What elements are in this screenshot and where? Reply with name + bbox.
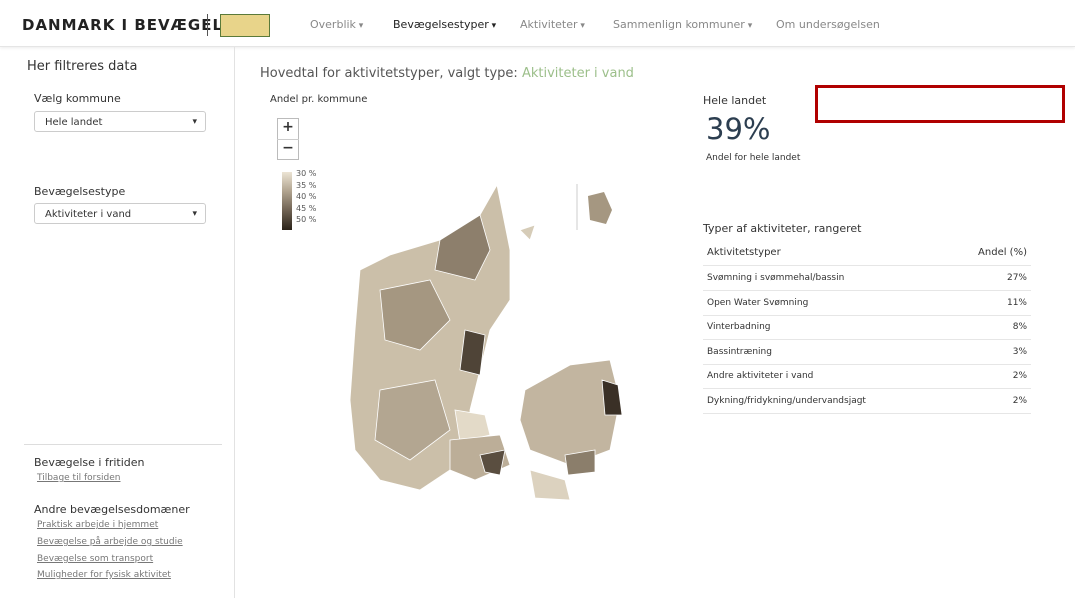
menu-item[interactable]: Om undersøgelsen: [776, 18, 880, 31]
table-row: Open Water Svømning 11%: [703, 291, 1031, 316]
cell: Dykning/fridykning/undervandsjagt: [707, 396, 866, 406]
table-title: Typer af aktiviteter, rangeret: [703, 222, 862, 235]
kpi-caption: Andel for hele landet: [706, 153, 801, 163]
cell: Bassintræning: [707, 346, 772, 357]
region: [564, 449, 596, 476]
divider: [207, 14, 208, 36]
cell: Open Water Svømning: [707, 297, 809, 308]
sidebar-title: Her filtreres data: [27, 59, 138, 74]
table-header: Aktivitetstyper Andel (%): [703, 241, 1031, 266]
region: [434, 214, 491, 281]
header-cell: Andel (%): [978, 247, 1027, 258]
map-title: Andel pr. kommune: [270, 94, 368, 105]
menu-item[interactable]: Aktiviteter: [520, 18, 585, 31]
cell: 2%: [1012, 396, 1027, 406]
region: [519, 224, 536, 241]
cell: 2%: [1012, 371, 1027, 382]
divider: [24, 444, 222, 445]
region: [379, 279, 451, 351]
region: [454, 409, 491, 443]
cell: 27%: [1006, 273, 1027, 283]
legend: 30 % 35 % 40 % 45 % 50 %: [296, 168, 316, 226]
brand[interactable]: DANMARK I BEVÆGELSE: [22, 16, 247, 34]
zoom-out[interactable]: −: [277, 139, 299, 156]
logo: [220, 14, 270, 37]
filter-label: Bevægelsestype: [34, 185, 126, 198]
section-heading: Bevægelse i fritiden: [34, 456, 145, 469]
legend-label: 35 %: [296, 180, 317, 190]
zoom-in[interactable]: +: [282, 119, 294, 135]
legend-label: 45 %: [296, 203, 317, 213]
table-row: Vinterbadning 8%: [703, 315, 1031, 341]
table-row: Bassintræning 3%: [703, 340, 1031, 365]
cell: 8%: [1012, 322, 1027, 333]
select[interactable]: Hele landet: [34, 111, 206, 133]
table-row: Svømning i svømmehal/bassin 27%: [703, 266, 1031, 291]
cell: 11%: [1006, 297, 1027, 308]
region: [601, 379, 623, 416]
region: [519, 359, 621, 466]
heading-text: Hovedtal for aktivitetstyper, valgt type…: [260, 66, 518, 81]
link[interactable]: Bevægelse som transport: [37, 554, 154, 564]
region: [529, 469, 571, 500]
link[interactable]: Tilbage til forsiden: [37, 473, 121, 483]
cell: Andre aktiviteter i vand: [707, 371, 814, 382]
cell: Svømning i svømmehal/bassin: [707, 273, 845, 283]
kpi-label: Hele landet: [703, 94, 767, 107]
table-row: Andre aktiviteter i vand 2%: [703, 364, 1031, 390]
menu-item[interactable]: Sammenlign kommuner: [613, 18, 752, 31]
link[interactable]: Bevægelse på arbejde og studie: [37, 537, 183, 547]
section-heading: Andre bevægelsesdomæner: [34, 503, 190, 516]
legend-label: 40 %: [296, 192, 317, 201]
inset: [576, 184, 612, 230]
menu-item[interactable]: Overblik: [310, 18, 363, 31]
cell: Vinterbadning: [707, 322, 771, 333]
legend-ramp: [282, 172, 292, 230]
menu-item[interactable]: Bevægelsestyper: [393, 18, 496, 31]
table-row: Dykning/fridykning/undervandsjagt 2%: [703, 389, 1031, 414]
link[interactable]: Muligheder for fysisk aktivitet: [37, 570, 171, 580]
region: [459, 329, 486, 376]
navbar: [0, 0, 1075, 47]
map: [349, 183, 623, 500]
region: [588, 192, 612, 224]
sidebar: [0, 47, 235, 598]
select[interactable]: Aktiviteter i vand: [34, 203, 206, 225]
cell: 3%: [1012, 346, 1027, 357]
region: [479, 449, 506, 476]
heading: Hovedtal for aktivitetstyper, valgt type…: [260, 66, 634, 81]
filter-label: Vælg kommune: [34, 92, 121, 105]
header-cell: Aktivitetstyper: [707, 247, 781, 258]
selected-type: Aktiviteter i vand: [521, 66, 634, 81]
kpi-value: 39%: [706, 112, 771, 146]
highlight-box: [815, 85, 1065, 123]
legend-label: 50 %: [296, 215, 317, 224]
link[interactable]: Praktisk arbejde i hjemmet: [37, 520, 159, 530]
legend-label: 30 %: [296, 169, 317, 178]
region: [374, 379, 451, 461]
